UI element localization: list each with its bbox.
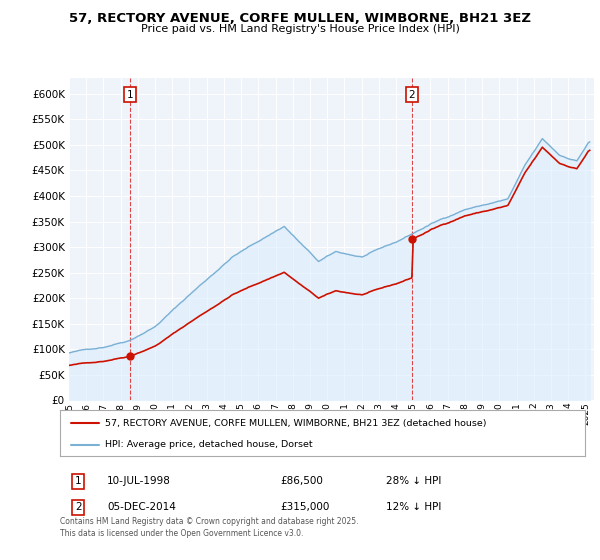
Text: 57, RECTORY AVENUE, CORFE MULLEN, WIMBORNE, BH21 3EZ (detached house): 57, RECTORY AVENUE, CORFE MULLEN, WIMBOR… <box>104 419 486 428</box>
Text: 10-JUL-1998: 10-JUL-1998 <box>107 477 171 487</box>
Text: 2: 2 <box>409 90 415 100</box>
Text: HPI: Average price, detached house, Dorset: HPI: Average price, detached house, Dors… <box>104 440 312 450</box>
Text: 12% ↓ HPI: 12% ↓ HPI <box>386 502 441 512</box>
Text: Contains HM Land Registry data © Crown copyright and database right 2025.
This d: Contains HM Land Registry data © Crown c… <box>60 517 359 538</box>
Text: 1: 1 <box>127 90 133 100</box>
Text: £86,500: £86,500 <box>281 477 323 487</box>
Text: 28% ↓ HPI: 28% ↓ HPI <box>386 477 441 487</box>
Text: 2: 2 <box>75 502 82 512</box>
Text: 57, RECTORY AVENUE, CORFE MULLEN, WIMBORNE, BH21 3EZ: 57, RECTORY AVENUE, CORFE MULLEN, WIMBOR… <box>69 12 531 25</box>
Text: £315,000: £315,000 <box>281 502 330 512</box>
Text: 1: 1 <box>75 477 82 487</box>
Text: 05-DEC-2014: 05-DEC-2014 <box>107 502 176 512</box>
Text: Price paid vs. HM Land Registry's House Price Index (HPI): Price paid vs. HM Land Registry's House … <box>140 24 460 34</box>
